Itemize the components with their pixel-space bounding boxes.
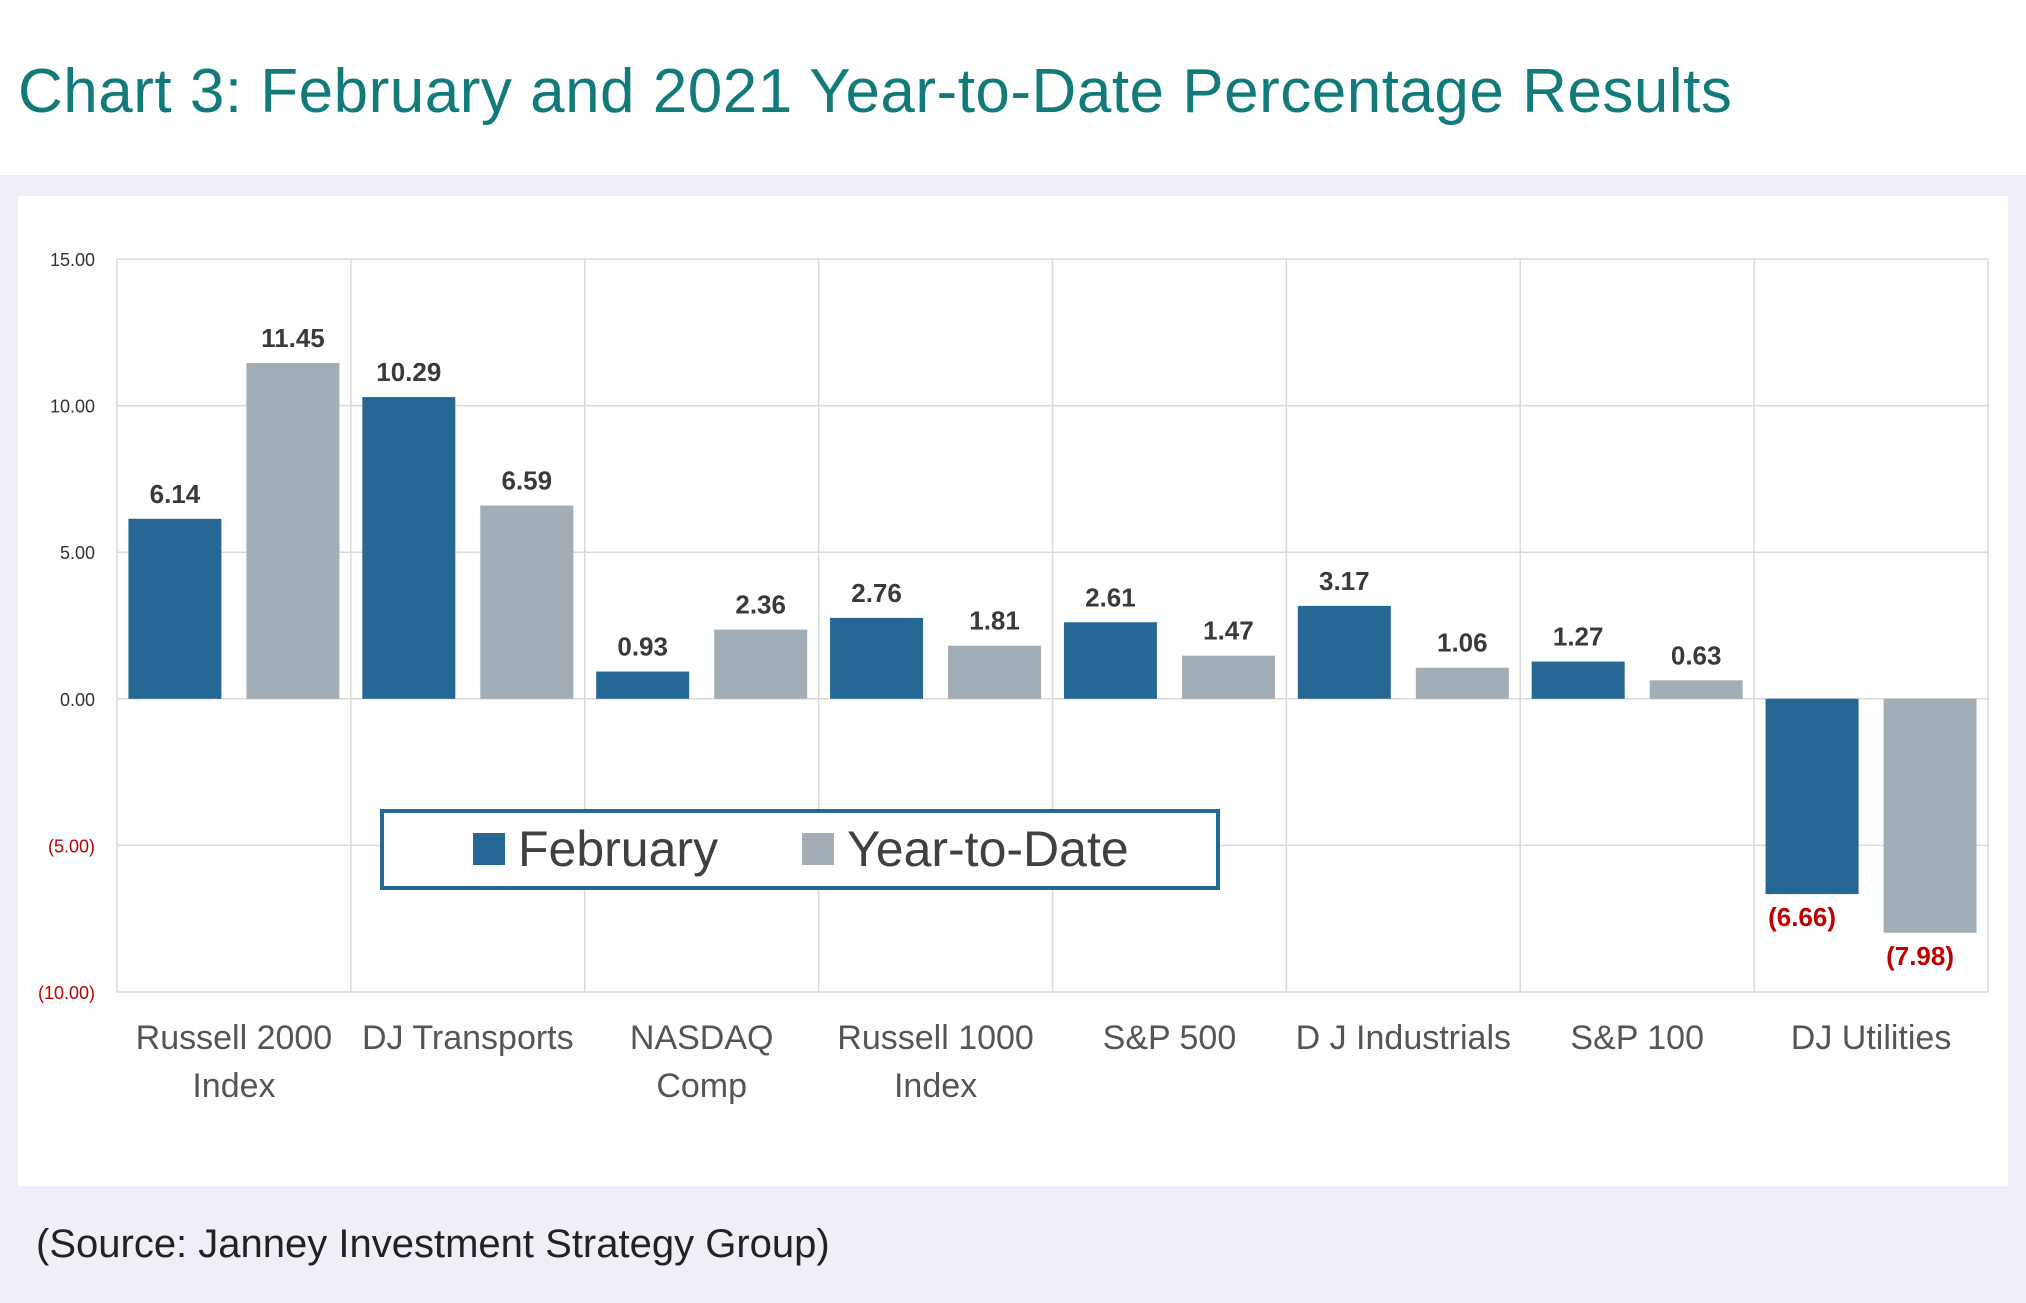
x-tick-label: S&P 100 [1570, 1019, 1704, 1057]
data-label: 0.63 [1671, 640, 1722, 670]
bar-ytd [1649, 680, 1743, 699]
x-tick-label: NASDAQ [630, 1019, 774, 1057]
x-tick-label: DJ Utilities [1791, 1019, 1952, 1057]
legend-label-ytd: Year-to-Date [847, 821, 1129, 877]
legend [380, 809, 1220, 890]
data-label: 1.27 [1553, 622, 1604, 652]
bar-ytd [480, 505, 574, 699]
data-label: 1.81 [969, 606, 1020, 636]
bar-february [1765, 698, 1859, 895]
y-tick-label: (10.00) [38, 983, 95, 1003]
legend-label-february: February [518, 821, 718, 877]
x-tick-label: Index [894, 1067, 977, 1105]
bar-february [1531, 661, 1625, 699]
bar-ytd [948, 645, 1042, 699]
bar-february [1297, 605, 1391, 699]
bar-ytd [1181, 655, 1275, 699]
x-tick-label: Russell 2000 [136, 1019, 333, 1057]
data-label: (6.66) [1768, 902, 1836, 932]
bar-ytd [714, 629, 808, 699]
data-label: 2.36 [735, 590, 786, 620]
data-label: 1.47 [1203, 616, 1254, 646]
data-label: 10.29 [376, 357, 441, 387]
x-tick-label: Comp [656, 1067, 747, 1105]
bar-february [128, 518, 222, 699]
data-label: 2.61 [1085, 582, 1136, 612]
y-tick-label: 15.00 [50, 250, 95, 270]
y-tick-label: 0.00 [60, 690, 95, 710]
bar-ytd [246, 363, 340, 699]
bar-chart: 15.00 10.00 5.00 0.00 (5.00) (10.00) 6.14 10.29… [38, 250, 1989, 1105]
data-label: (7.98) [1886, 941, 1954, 971]
y-tick-label: 5.00 [60, 543, 95, 563]
x-tick-label: DJ Transports [362, 1019, 574, 1057]
x-tick-label: D J Industrials [1296, 1019, 1511, 1057]
bar-february [362, 397, 456, 699]
x-tick-label: Russell 1000 [837, 1019, 1034, 1057]
bar-ytd [1883, 698, 1977, 933]
legend-swatch-february [473, 833, 505, 865]
page-title: Chart 3: February and 2021 Year-to-Date … [18, 57, 1733, 126]
y-tick-label: (5.00) [48, 836, 95, 856]
source-note: (Source: Janney Investment Strategy Grou… [36, 1222, 830, 1266]
data-label: 6.14 [150, 479, 201, 509]
data-label: 11.45 [261, 323, 325, 353]
chart-card: 15.00 10.00 5.00 0.00 (5.00) (10.00) 6.14 10.29… [18, 196, 2008, 1186]
y-tick-label: 10.00 [50, 397, 95, 417]
x-tick-label: S&P 500 [1103, 1019, 1237, 1057]
bar-february [830, 617, 924, 699]
data-label: 3.17 [1319, 566, 1370, 596]
data-label: 6.59 [502, 466, 553, 496]
data-label: 1.06 [1437, 628, 1488, 658]
data-label: 2.76 [851, 578, 902, 608]
data-label: 0.93 [617, 632, 668, 662]
bar-february [1063, 622, 1157, 699]
bar-ytd [1415, 667, 1509, 699]
bar-february [596, 671, 690, 699]
legend-swatch-ytd [802, 833, 834, 865]
x-tick-label: Index [192, 1067, 275, 1105]
